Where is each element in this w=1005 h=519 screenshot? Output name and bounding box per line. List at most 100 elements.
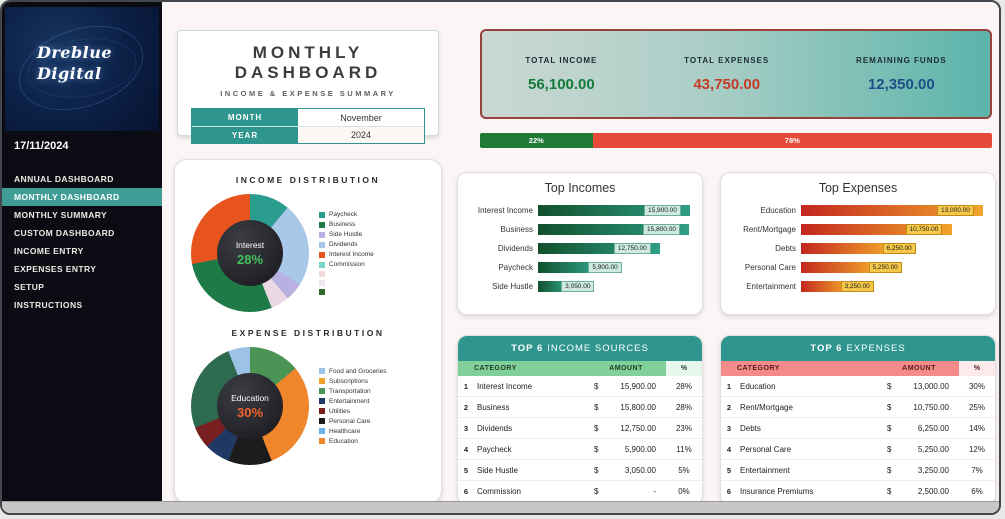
sidebar-item-monthly-dashboard[interactable]: MONTHLY DASHBOARD bbox=[2, 188, 162, 206]
row-category: Debts bbox=[740, 423, 761, 433]
row-amount: 13,000.00 bbox=[913, 381, 949, 391]
legend-item: Education bbox=[319, 438, 386, 445]
table-row: 6 Commission $ - 0% bbox=[458, 481, 702, 502]
legend-swatch bbox=[319, 408, 325, 414]
legend-swatch bbox=[319, 368, 325, 374]
bar-category-label: Interest Income bbox=[477, 206, 533, 215]
bar-track: 3,050.00 bbox=[538, 277, 690, 296]
income-bar bbox=[538, 243, 660, 254]
legend-item: Commission bbox=[319, 261, 374, 268]
month-label: MONTH bbox=[192, 109, 298, 126]
legend-label: Healthcare bbox=[329, 427, 361, 435]
row-amount: 5,900.00 bbox=[624, 444, 656, 454]
income-table-title-strong: TOP 6 bbox=[511, 343, 544, 354]
bar-value-label: 13,000.00 bbox=[937, 205, 974, 216]
page-subtitle: INCOME & EXPENSE SUMMARY bbox=[220, 89, 396, 98]
bar-track: 5,900.00 bbox=[538, 258, 690, 277]
bar-value-label: 6,250.00 bbox=[882, 243, 916, 254]
bar-category-label: Dividends bbox=[497, 244, 533, 253]
column-amount: AMOUNT bbox=[879, 361, 959, 376]
table-row: 5 Entertainment $3,250.00 7% bbox=[721, 460, 995, 481]
row-category: Interest Income bbox=[477, 381, 533, 391]
income-table-title-rest: INCOME SOURCES bbox=[547, 343, 649, 354]
expense-bar bbox=[801, 205, 983, 216]
month-value[interactable]: November bbox=[298, 109, 424, 126]
income-donut-center-value: 28% bbox=[236, 251, 264, 267]
logo-line1: Dreblue bbox=[37, 43, 113, 62]
bar-track: 3,250.00 bbox=[801, 277, 983, 296]
row-percent: 14% bbox=[968, 423, 985, 433]
bar-row: Interest Income 15,900.00 bbox=[464, 201, 690, 220]
sidebar-item-expenses-entry[interactable]: EXPENSES ENTRY bbox=[14, 264, 97, 274]
top-incomes-card: Top Incomes Interest Income 15,900.00 Bu… bbox=[457, 172, 703, 315]
income-bar bbox=[538, 281, 568, 292]
top6-income-table-card: TOP 6 INCOME SOURCES CATEGORY AMOUNT % 1… bbox=[457, 335, 703, 505]
bar-category-label: Personal Care bbox=[744, 263, 796, 272]
income-table-columns: CATEGORY AMOUNT % bbox=[458, 361, 702, 376]
row-amount: 2,500.00 bbox=[917, 487, 949, 496]
row-percent: 5% bbox=[678, 465, 690, 475]
row-percent: 23% bbox=[675, 423, 692, 433]
legend-label: Education bbox=[329, 437, 358, 445]
month-row: MONTH November bbox=[192, 109, 424, 126]
row-percent: 25% bbox=[968, 402, 985, 412]
table-row: 3 Debts $6,250.00 14% bbox=[721, 418, 995, 439]
bar-track: 12,750.00 bbox=[538, 239, 690, 258]
income-donut-center-label: Interest bbox=[235, 239, 265, 250]
legend-item: Food and Groceries bbox=[319, 368, 386, 375]
legend-item: Subscriptions bbox=[319, 378, 386, 385]
year-value[interactable]: 2024 bbox=[298, 127, 424, 143]
row-amount: 15,900.00 bbox=[620, 381, 656, 391]
sidebar-item-income-entry[interactable]: INCOME ENTRY bbox=[14, 246, 84, 256]
row-category: Insurance Premiums bbox=[740, 487, 814, 496]
income-donut-row: Interest 28% Paycheck Business Side Hust… bbox=[175, 194, 441, 312]
row-category: Business bbox=[477, 402, 510, 412]
legend-item: Paycheck bbox=[319, 211, 374, 218]
remaining-funds-block: REMAINING FUNDS 12,350.00 bbox=[856, 31, 947, 117]
total-income-value: 56,100.00 bbox=[528, 75, 595, 93]
row-amount: 10,750.00 bbox=[913, 402, 949, 412]
row-rank: 6 bbox=[463, 487, 469, 496]
row-rank: 6 bbox=[726, 487, 732, 496]
income-distribution-title: INCOME DISTRIBUTION bbox=[235, 175, 381, 185]
bar-category-label: Education bbox=[760, 206, 796, 215]
expense-bar bbox=[801, 262, 875, 273]
currency-symbol: $ bbox=[594, 487, 599, 496]
top-incomes-title: Top Incomes bbox=[544, 181, 616, 195]
expense-donut-legend: Food and Groceries Subscriptions Transpo… bbox=[319, 368, 386, 445]
currency-symbol: $ bbox=[594, 465, 599, 475]
row-percent: 12% bbox=[968, 444, 985, 454]
bar-row: Entertainment 3,250.00 bbox=[727, 277, 983, 296]
row-rank: 2 bbox=[726, 402, 732, 412]
row-amount: 3,250.00 bbox=[917, 465, 949, 475]
bar-row: Rent/Mortgage 10,750.00 bbox=[727, 220, 983, 239]
bar-row: Business 15,800.00 bbox=[464, 220, 690, 239]
sidebar: Dreblue Digital 17/11/2024 ANNUAL DASHBO… bbox=[2, 2, 162, 501]
column-percent: % bbox=[666, 361, 702, 376]
sidebar-item-custom-dashboard[interactable]: CUSTOM DASHBOARD bbox=[14, 228, 115, 238]
income-ratio-segment: 22% bbox=[480, 133, 593, 148]
expense-donut-center: Education 30% bbox=[217, 373, 283, 439]
column-percent: % bbox=[959, 361, 995, 376]
sidebar-item-annual-dashboard[interactable]: ANNUAL DASHBOARD bbox=[14, 174, 114, 184]
legend-swatch bbox=[319, 280, 325, 286]
income-table-header: TOP 6 INCOME SOURCES bbox=[458, 336, 702, 361]
top-expenses-bars: Education 13,000.00 Rent/Mortgage 10,750… bbox=[721, 201, 995, 296]
row-percent: 28% bbox=[675, 381, 692, 391]
expense-ratio-segment: 78% bbox=[592, 133, 992, 148]
sidebar-nav: ANNUAL DASHBOARD MONTHLY DASHBOARD MONTH… bbox=[2, 170, 162, 314]
row-category: Entertainment bbox=[740, 465, 790, 475]
legend-item: Healthcare bbox=[319, 428, 386, 435]
income-donut-legend: Paycheck Business Side Hustle Dividends … bbox=[319, 211, 374, 295]
legend-label: Personal Care bbox=[329, 417, 371, 425]
sidebar-item-monthly-summary[interactable]: MONTHLY SUMMARY bbox=[14, 210, 108, 220]
legend-label: Entertainment bbox=[329, 397, 370, 405]
total-expenses-value: 43,750.00 bbox=[693, 75, 761, 93]
table-row: 6 Insurance Premiums $2,500.00 6% bbox=[721, 481, 995, 502]
logo-text: Dreblue Digital bbox=[37, 43, 112, 85]
legend-item bbox=[319, 289, 374, 295]
sidebar-item-setup[interactable]: SETUP bbox=[14, 282, 45, 292]
bar-category-label: Paycheck bbox=[498, 263, 533, 272]
sidebar-item-instructions[interactable]: INSTRUCTIONS bbox=[14, 300, 83, 310]
remaining-funds-value: 12,350.00 bbox=[867, 75, 935, 93]
